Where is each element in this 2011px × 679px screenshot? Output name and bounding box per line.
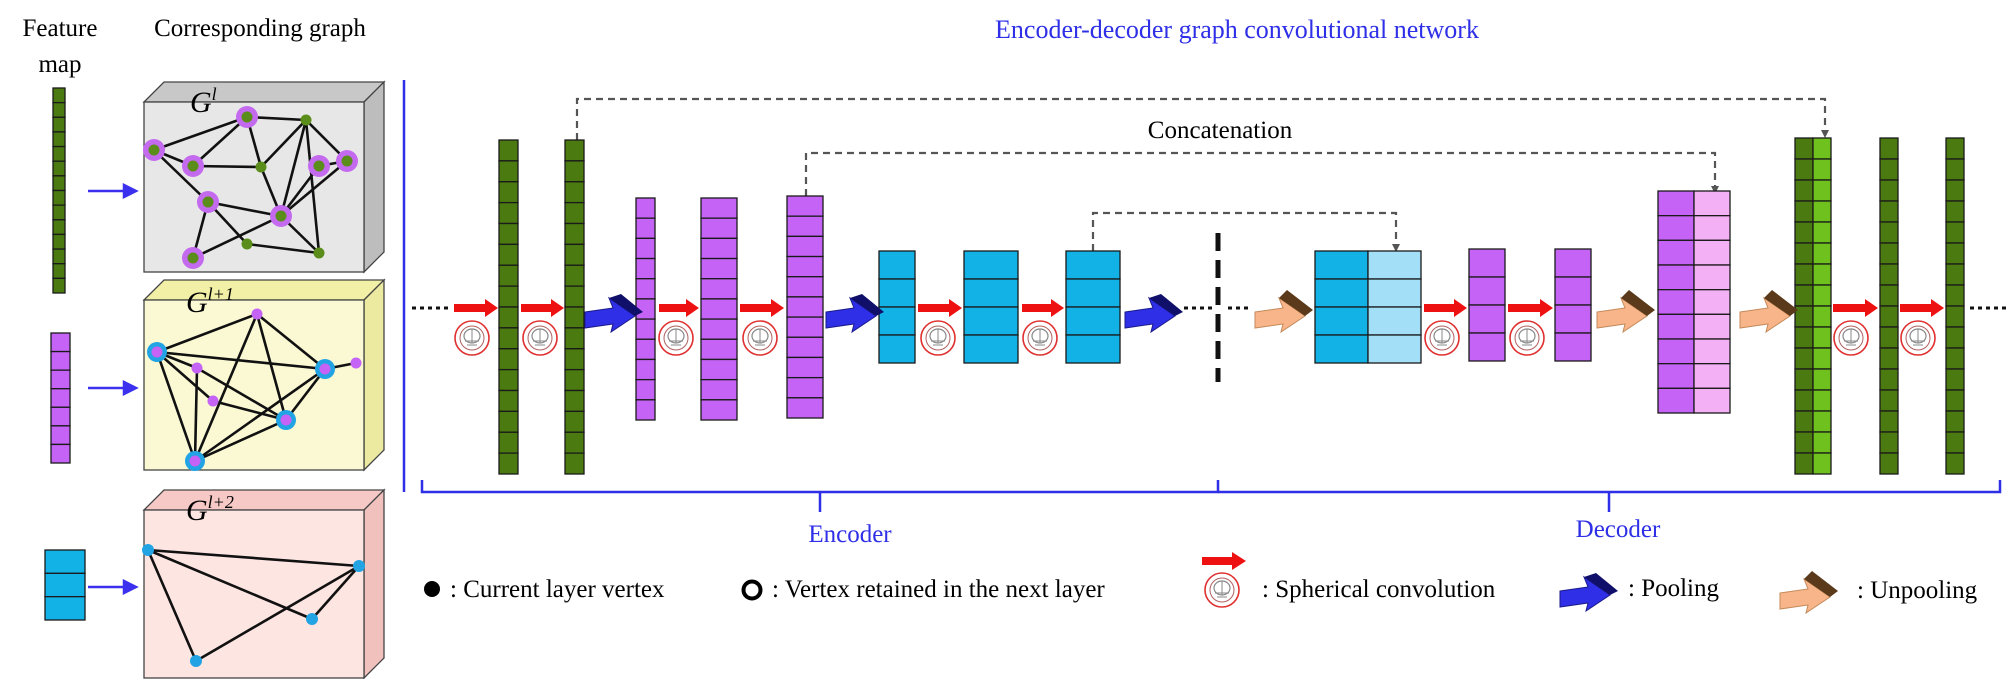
network-title: Encoder-decoder graph convolutional netw… — [995, 15, 1479, 44]
encoder-feature-map — [498, 139, 519, 475]
graph-title-gl1: Gl+1 — [186, 284, 234, 319]
decoder-feature-map — [1468, 248, 1506, 362]
feature-map-cyan-small — [44, 549, 86, 621]
spherical-convolution-arrow — [1424, 299, 1467, 317]
graph-cube-gl: Gl — [142, 80, 386, 274]
legend-current-vertex: : Current layer vertex — [450, 576, 665, 603]
decoder-feature-map — [1314, 250, 1369, 364]
decoder-feature-map — [1693, 190, 1731, 414]
spherical-convolution-arrow — [918, 299, 962, 317]
spherical-convolution-arrow — [740, 299, 784, 317]
spherical-convolution-arrow — [1900, 299, 1944, 317]
graph-cube-gl1: Gl+1 — [142, 278, 386, 472]
spherical-convolution-icon — [1022, 320, 1058, 356]
pooling-arrow — [1559, 573, 1618, 613]
unpooling-arrow — [1596, 290, 1655, 334]
legend-pooling: : Pooling — [1628, 575, 1719, 602]
spherical-convolution-icon — [920, 320, 956, 356]
spherical-convolution-arrow — [521, 299, 564, 317]
spherical-convolution-arrow — [659, 299, 699, 317]
spherical-convolution-arrow — [1508, 299, 1553, 317]
unpooling-arrow — [1739, 290, 1798, 334]
encoder-feature-map — [786, 195, 824, 419]
spherical-convolution-icon — [1509, 320, 1545, 356]
unpooling-arrow — [1254, 290, 1313, 334]
spherical-convolution-icon — [1833, 320, 1869, 356]
encoder-feature-map — [635, 197, 656, 421]
decoder-label: Decoder — [1576, 516, 1661, 543]
spherical-convolution-icon — [1900, 320, 1936, 356]
encoder-feature-map — [878, 250, 916, 364]
feature-map-green-small — [52, 87, 66, 294]
spherical-convolution-arrow — [1833, 299, 1878, 317]
pooling-arrow — [1124, 294, 1183, 334]
encoder-brace — [420, 480, 1220, 512]
skip-connection — [575, 97, 1829, 252]
decoder-feature-map — [1657, 190, 1695, 414]
spherical-convolution-icon — [742, 320, 778, 356]
spherical-convolution-icon — [454, 320, 1936, 356]
retained-vertex-icon — [741, 579, 763, 601]
pooling-arrow — [584, 294, 1183, 334]
spherical-convolution-arrow — [454, 299, 1944, 317]
corresponding-graph-label: Corresponding graph — [154, 15, 366, 42]
spherical-convolution-icon — [1424, 320, 1460, 356]
graph-title-gl2: Gl+2 — [186, 492, 234, 527]
legend-spherical-conv: : Spherical convolution — [1262, 576, 1496, 603]
encoder-label: Encoder — [808, 521, 892, 548]
legend-retained-vertex: : Vertex retained in the next layer — [772, 576, 1105, 603]
spherical-convolution-icon — [658, 320, 694, 356]
spherical-convolution-icon — [522, 320, 558, 356]
unpooling-arrow — [1254, 290, 1798, 334]
encoder-feature-map — [700, 197, 738, 421]
decoder-feature-map — [1554, 248, 1592, 362]
decoder-brace — [1218, 480, 2002, 512]
decoder-feature-map — [1367, 250, 1422, 364]
legend: : Current layer vertex : Vertex retained… — [424, 552, 1978, 615]
spherical-convolution-arrow — [1022, 299, 1064, 317]
spherical-convolution-arrow — [454, 299, 498, 317]
feature-map-label-line1: Feature — [23, 15, 98, 42]
current-vertex-icon — [424, 581, 440, 597]
decoder-feature-map — [1879, 137, 1899, 475]
graph-cube-gl2: Gl+2 — [142, 488, 386, 679]
feature-map-label-line2: map — [38, 51, 81, 78]
spherical-convolution-icon — [1204, 572, 1240, 608]
feature-map-purple-small — [50, 332, 71, 464]
feature-map-green-small — [52, 87, 66, 294]
encoder-feature-map — [963, 250, 1019, 364]
graph-title-gl: Gl — [190, 84, 217, 119]
encoder-feature-map — [1065, 250, 1121, 364]
decoder-feature-map — [1812, 137, 1832, 475]
legend-red-arrow-icon — [1202, 552, 1246, 570]
feature-map-cyan-small — [44, 549, 86, 621]
decoder-feature-map — [1945, 137, 1965, 475]
encoder-feature-map — [564, 139, 585, 475]
spherical-convolution-icon — [454, 320, 490, 356]
feature-map-purple-small — [50, 332, 71, 464]
concatenation-label: Concatenation — [1148, 117, 1293, 144]
decoder-feature-map — [1794, 137, 1814, 475]
feature-to-graph-arrow — [88, 182, 139, 596]
legend-unpooling: : Unpooling — [1857, 577, 1978, 604]
feature-map-stack — [498, 137, 1965, 475]
unpooling-arrow — [1779, 571, 1838, 615]
pooling-arrow — [825, 294, 884, 334]
pooling-arrow — [584, 294, 643, 334]
